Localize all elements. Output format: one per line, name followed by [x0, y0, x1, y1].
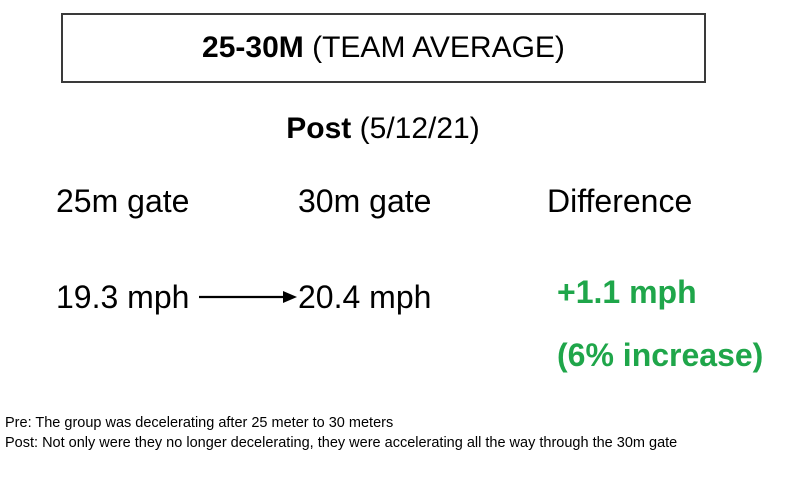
arrow-right-icon [199, 291, 297, 303]
difference-value: +1.1 mph [557, 274, 697, 310]
notes: Pre: The group was decelerating after 25… [5, 413, 765, 453]
gate-25-label: 25m gate [56, 183, 190, 219]
gate-30-label: 30m gate [298, 183, 432, 219]
title-normal: (TEAM AVERAGE) [312, 31, 565, 64]
note-pre: Pre: The group was decelerating after 25… [5, 415, 394, 431]
subtitle-date: (5/12/21) [359, 112, 480, 145]
gate-25-speed: 19.3 mph [56, 279, 190, 315]
subtitle: Post (5/12/21) [0, 112, 766, 146]
subtitle-bold: Post [286, 112, 352, 145]
title-bold: 25-30M [202, 31, 304, 64]
percent-change: (6% increase) [557, 337, 764, 373]
note-post: Post: Not only were they no longer decel… [5, 435, 678, 451]
difference-label: Difference [547, 183, 693, 219]
title-box: 25-30M (TEAM AVERAGE) [61, 13, 706, 83]
gate-30-speed: 20.4 mph [298, 279, 432, 315]
